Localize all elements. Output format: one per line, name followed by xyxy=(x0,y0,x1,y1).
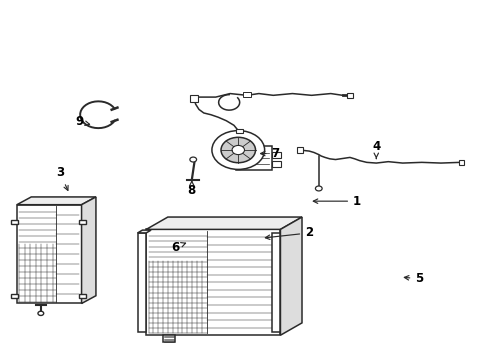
Bar xyxy=(190,95,198,102)
Bar xyxy=(236,129,243,134)
Bar xyxy=(243,92,250,97)
Polygon shape xyxy=(17,205,81,303)
Circle shape xyxy=(221,137,255,163)
Bar xyxy=(271,153,281,158)
Bar xyxy=(235,147,271,171)
Polygon shape xyxy=(17,197,96,205)
Bar xyxy=(458,160,464,165)
Text: 4: 4 xyxy=(371,140,380,158)
Polygon shape xyxy=(280,217,302,335)
Bar xyxy=(346,93,352,98)
Text: 8: 8 xyxy=(187,181,196,197)
Bar xyxy=(79,220,86,224)
Polygon shape xyxy=(271,233,280,332)
Polygon shape xyxy=(137,230,151,233)
Text: 2: 2 xyxy=(265,226,313,239)
Polygon shape xyxy=(146,229,280,335)
Circle shape xyxy=(315,186,322,191)
Circle shape xyxy=(189,157,196,162)
Text: 3: 3 xyxy=(56,166,68,190)
Text: 7: 7 xyxy=(260,147,279,160)
Bar xyxy=(79,294,86,298)
Text: 9: 9 xyxy=(75,115,89,128)
Bar xyxy=(11,220,18,224)
Circle shape xyxy=(211,131,264,170)
Polygon shape xyxy=(81,197,96,303)
Bar xyxy=(11,294,18,298)
Circle shape xyxy=(232,145,244,154)
Text: 1: 1 xyxy=(313,195,361,208)
Bar xyxy=(163,334,175,342)
Circle shape xyxy=(38,311,43,315)
Bar xyxy=(271,161,281,167)
Text: 6: 6 xyxy=(170,240,185,253)
Polygon shape xyxy=(146,217,302,229)
Polygon shape xyxy=(137,233,146,332)
Text: 5: 5 xyxy=(404,272,423,285)
Bar xyxy=(297,147,303,153)
